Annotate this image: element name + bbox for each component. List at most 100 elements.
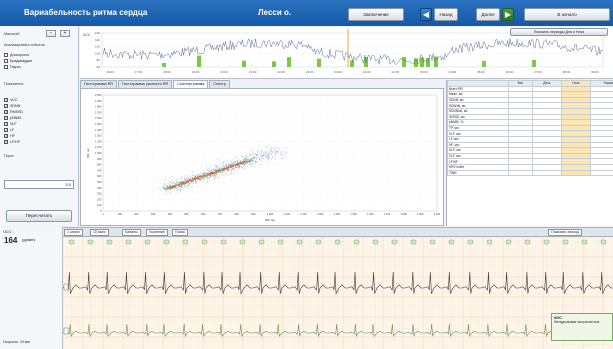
param-vlf[interactable]: ✓ VLF: [4, 122, 17, 126]
stats-cell: [531, 102, 562, 109]
checkbox-checked[interactable]: ✓: [4, 116, 8, 120]
param-hr[interactable]: ✓ ЧСС: [4, 98, 18, 102]
scatter-point: [215, 170, 217, 172]
trend-event-bar: [242, 60, 246, 67]
scatter-point: [221, 169, 223, 171]
scatter-point: [226, 170, 228, 171]
search-button[interactable]: Поиск: [172, 229, 188, 236]
scatter-point: [178, 188, 180, 190]
scatter-point: [238, 158, 240, 160]
scatter-x-tick: 600: [201, 212, 206, 216]
scatter-point: [169, 192, 171, 194]
ecg-viewer[interactable]: [63, 237, 613, 349]
scatter-point: [196, 183, 197, 184]
scatter-point: [251, 159, 253, 161]
trend-x-tick: 05:00: [477, 70, 485, 74]
scatter-point: [227, 166, 229, 168]
scatter-point: [231, 170, 233, 172]
scatter-point: [237, 163, 239, 165]
scatter-point: [282, 155, 284, 157]
checkbox-checked[interactable]: ✓: [4, 110, 8, 114]
scatter-point: [240, 166, 242, 167]
checkbox[interactable]: [4, 59, 8, 63]
start-button[interactable]: В начало: [524, 8, 610, 21]
scatter-point: [205, 172, 207, 174]
scatter-point: [205, 177, 206, 179]
scatter-point: [231, 168, 232, 170]
zoom-in-button[interactable]: +: [60, 30, 70, 37]
option-tachycardia[interactable]: Доскорость: [4, 53, 29, 57]
checkbox-checked[interactable]: ✓: [4, 134, 8, 138]
annotation-popup[interactable]: ЖЭС Желудочковая экстрасистола: [551, 313, 613, 341]
scatter-x-tick: 1 300: [317, 212, 324, 216]
scatter-point: [214, 164, 215, 166]
scatter-point: [201, 173, 203, 175]
scatter-point: [277, 149, 279, 151]
scatter-point: [171, 182, 173, 184]
option-pauses[interactable]: Паузы: [4, 65, 21, 69]
param-hf[interactable]: ✓ HF: [4, 134, 15, 138]
conclusion-button[interactable]: Заключение: [348, 8, 404, 21]
scatter-x-tick: 2 000: [434, 212, 441, 216]
scatter-point: [170, 189, 172, 191]
scatter-point: [175, 186, 177, 188]
option-bradycardia[interactable]: Брадикардия: [4, 59, 32, 63]
param-lfhf[interactable]: ✓ LF/HF: [4, 140, 20, 144]
scatter-point: [215, 159, 217, 161]
scatter-point: [257, 154, 258, 156]
checkbox-checked[interactable]: ✓: [4, 128, 8, 132]
param-sdnn[interactable]: ✓ SDNN: [4, 104, 21, 108]
forward-arrow-icon[interactable]: ▶: [502, 8, 514, 21]
checkbox-checked[interactable]: ✓: [4, 140, 8, 144]
back-arrow-icon[interactable]: ◀: [420, 8, 432, 21]
param-lf[interactable]: ✓ LF: [4, 128, 15, 132]
gain-button[interactable]: Усиление: [146, 229, 168, 236]
forward-button[interactable]: Далее: [476, 8, 500, 21]
scatter-y-tick: 1 000: [95, 151, 102, 155]
threshold-input[interactable]: 5.0: [4, 180, 74, 189]
param-pnn50[interactable]: ✓ pNN50: [4, 116, 22, 120]
scatter-point: [183, 179, 185, 181]
scatter-point: [166, 184, 167, 186]
param-rmssd[interactable]: ✓ RMSSD: [4, 110, 23, 114]
scatter-point: [257, 151, 259, 153]
scatter-point: [160, 188, 162, 190]
checkbox-checked[interactable]: ✓: [4, 104, 8, 108]
scatter-point: [180, 186, 181, 187]
scatter-point: [231, 164, 232, 165]
scatter-point: [181, 181, 182, 182]
zoom-out-button[interactable]: −: [46, 30, 56, 37]
scatter-x-tick: 400: [168, 212, 173, 216]
scatter-point: [204, 173, 205, 175]
scatter-point: [179, 189, 181, 190]
show-episode-button[interactable]: Показать эпизод: [548, 229, 582, 236]
scatter-point: [246, 158, 247, 160]
checkbox-checked[interactable]: ✓: [4, 98, 8, 102]
scatter-point: [206, 166, 208, 168]
scatter-point: [186, 180, 188, 182]
scatter-point: [263, 154, 264, 156]
tab-scattergram[interactable]: Скаттерграмма: [173, 80, 209, 88]
checkbox[interactable]: [4, 65, 8, 69]
scatter-point: [200, 179, 202, 180]
scatter-point: [183, 185, 185, 187]
tab-rr-histogram[interactable]: Гистограмма RR: [80, 80, 118, 88]
recalculate-button[interactable]: Пересчитать: [6, 210, 72, 222]
scatter-point: [278, 150, 279, 151]
scatter-point: [230, 178, 232, 180]
scatter-point: [269, 157, 271, 159]
scatter-point: [244, 160, 246, 162]
checkbox-checked[interactable]: ✓: [4, 122, 8, 126]
stats-param-name: SDNN, мс: [447, 96, 509, 104]
trend-x-tick: 20:00: [220, 70, 228, 74]
speed-select[interactable]: 10 мм/с: [90, 229, 109, 236]
leads-button[interactable]: Каналы: [122, 229, 141, 236]
scatter-point: [252, 152, 253, 153]
tab-spectrum[interactable]: Спектр: [209, 80, 230, 88]
checkbox[interactable]: [4, 53, 8, 57]
tab-rr-diff-histogram[interactable]: Гистограмма разности RR: [118, 80, 173, 88]
show-periods-button[interactable]: Показать периоды Дня и Ночи: [510, 28, 608, 36]
scatter-point: [221, 168, 223, 170]
channels-select[interactable]: 1 канал: [64, 229, 83, 236]
back-button[interactable]: Назад: [434, 8, 458, 21]
